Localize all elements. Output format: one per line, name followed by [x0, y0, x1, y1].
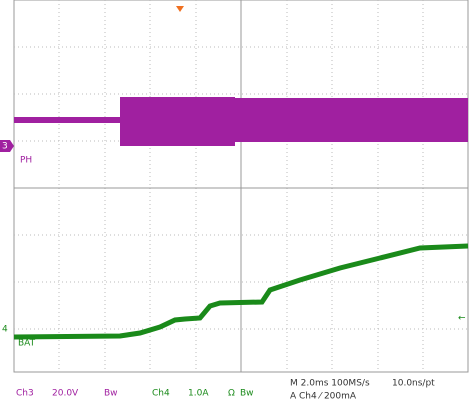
ch4-scale: 1.0A [188, 389, 209, 399]
ch3-scale: 20.0V [52, 389, 79, 399]
ch3-label: PH [20, 156, 32, 166]
ch4-label: BAT [18, 339, 36, 349]
ch3-trace [14, 97, 468, 146]
ch4-marker: 4 [2, 325, 8, 335]
timebase: M 2.0ms 100MS/s [290, 379, 370, 389]
trigger-position [176, 6, 184, 12]
ch4-ohm: Ω [228, 389, 235, 399]
ch4-trace [13, 243, 469, 340]
ch3-marker: 3 [2, 142, 8, 152]
ch4-bw: Bw [240, 389, 254, 399]
ch3-marker-bg [0, 140, 14, 152]
trigger-readout: A Ch4 ⁄ 200mA [290, 392, 357, 402]
resolution: 10.0ns/pt [392, 379, 435, 389]
trigger-level: ← [458, 314, 466, 324]
ch3-bw: Bw [104, 389, 118, 399]
ch4-name: Ch4 [152, 389, 170, 399]
graticule [13, 0, 469, 373]
ch3-name: Ch3 [16, 389, 34, 399]
